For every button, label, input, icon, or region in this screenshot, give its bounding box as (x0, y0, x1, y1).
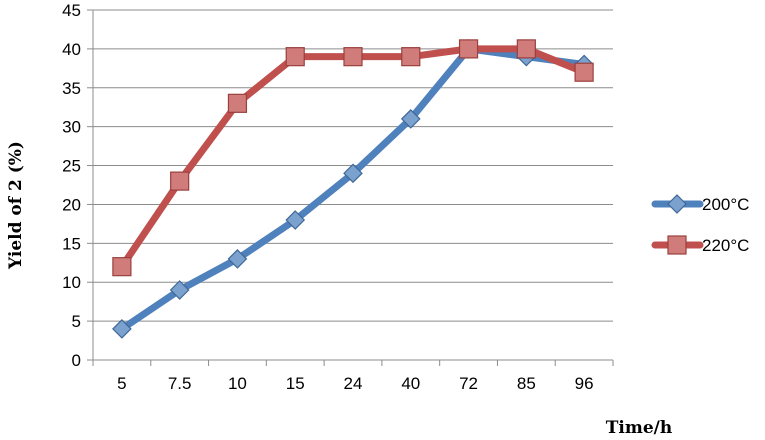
legend-label: 200°C (702, 195, 749, 214)
x-tick-label: 5 (117, 374, 126, 393)
legend-marker (667, 235, 687, 255)
data-point-square (516, 39, 536, 59)
x-tick-label: 96 (575, 374, 594, 393)
y-tick-label: 30 (62, 118, 81, 137)
tick-labels: 0 5 10 15 20 25 30 35 40 45 5 7.5 10 15 24 40 72 85 96 (62, 1, 593, 393)
data-point-diamond (169, 280, 190, 300)
x-axis-title: Time/h (606, 418, 672, 438)
data-point-square (112, 257, 132, 277)
axes (87, 9, 614, 366)
y-tick-label: 35 (62, 79, 81, 98)
y-tick-label: 10 (62, 273, 81, 292)
x-tick-label: 85 (517, 374, 536, 393)
data-point-diamond (285, 210, 306, 230)
legend-label: 220°C (702, 236, 749, 255)
data-point-diamond (227, 249, 248, 269)
y-tick-label: 20 (62, 195, 81, 214)
y-tick-label: 45 (62, 1, 81, 20)
data-point-diamond (112, 319, 132, 339)
data-point-diamond (343, 163, 363, 184)
x-tick-label: 7.5 (168, 374, 192, 393)
legend-entry: 220°C (651, 235, 749, 255)
y-tick-label: 15 (62, 234, 81, 253)
data-point-square (574, 62, 594, 82)
x-tick-label: 40 (401, 374, 420, 393)
series-line (118, 45, 588, 333)
data-point-square (227, 93, 248, 113)
data-point-square (458, 39, 479, 59)
y-tick-label: 40 (62, 40, 81, 59)
series-layer (112, 39, 594, 339)
data-point-square (343, 47, 363, 67)
x-tick-label: 10 (228, 374, 247, 393)
data-point-square (170, 171, 190, 191)
data-point-diamond (400, 109, 421, 129)
legend-marker (667, 194, 687, 214)
y-tick-label: 25 (62, 157, 81, 176)
x-tick-label: 72 (459, 374, 478, 393)
legend-entry: 200°C (651, 194, 749, 214)
series-2 (112, 39, 594, 277)
y-axis-title: Yield of 2 (%) (6, 141, 26, 270)
series-line (118, 45, 588, 271)
data-point-square (285, 47, 305, 67)
y-tick-label: 5 (72, 312, 81, 331)
x-tick-label: 15 (286, 374, 305, 393)
y-tick-label: 0 (72, 351, 81, 370)
legend: 200°C 220°C (651, 194, 749, 255)
data-point-square (401, 47, 421, 67)
x-tick-label: 24 (344, 374, 363, 393)
